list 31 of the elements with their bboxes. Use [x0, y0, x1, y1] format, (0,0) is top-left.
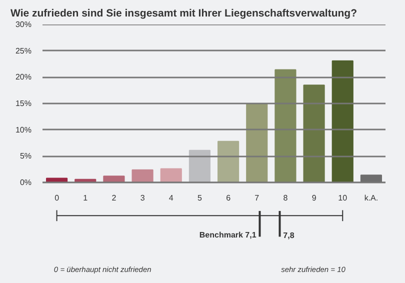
y-tick-label: 15%: [15, 99, 32, 108]
x-tick-label: 3: [140, 194, 146, 202]
chart-title: Wie zufrieden sind Sie insgesamt mit Ihrer Liegenschaftsverwaltung?: [10, 8, 357, 20]
bar: [188, 150, 210, 182]
x-tick-label: 10: [338, 194, 348, 202]
bar: [218, 140, 240, 182]
x-tick-label: 8: [283, 194, 288, 202]
y-tick-label: 25%: [15, 46, 32, 56]
x-tick-label: k.A.: [364, 194, 378, 202]
x-tick-label: 7: [254, 194, 260, 202]
y-tick-label: 5%: [20, 152, 32, 161]
y-tick-label: 10%: [15, 125, 32, 134]
bar: [303, 84, 325, 182]
x-tick-label: 4: [168, 194, 174, 202]
y-tick-label: 20%: [15, 72, 32, 82]
ref-line-label: Benchmark 7,1: [199, 230, 257, 240]
x-tick-label: 5: [197, 194, 202, 202]
y-tick-label: 0%: [20, 178, 32, 187]
bar: [274, 69, 296, 182]
x-tick-label: 2: [112, 194, 117, 202]
x-tick-label: 0: [54, 194, 60, 202]
x-tick-label: 1: [83, 194, 88, 202]
x-tick-label: 9: [312, 194, 317, 202]
x-tick-label: 6: [226, 194, 232, 202]
bar: [246, 104, 268, 182]
ref-line-label: 7,8: [283, 231, 295, 240]
bar: [132, 169, 154, 182]
y-tick-label: 30%: [15, 20, 32, 29]
bar: [160, 168, 182, 182]
bar: [103, 176, 125, 182]
bar: [332, 60, 354, 182]
